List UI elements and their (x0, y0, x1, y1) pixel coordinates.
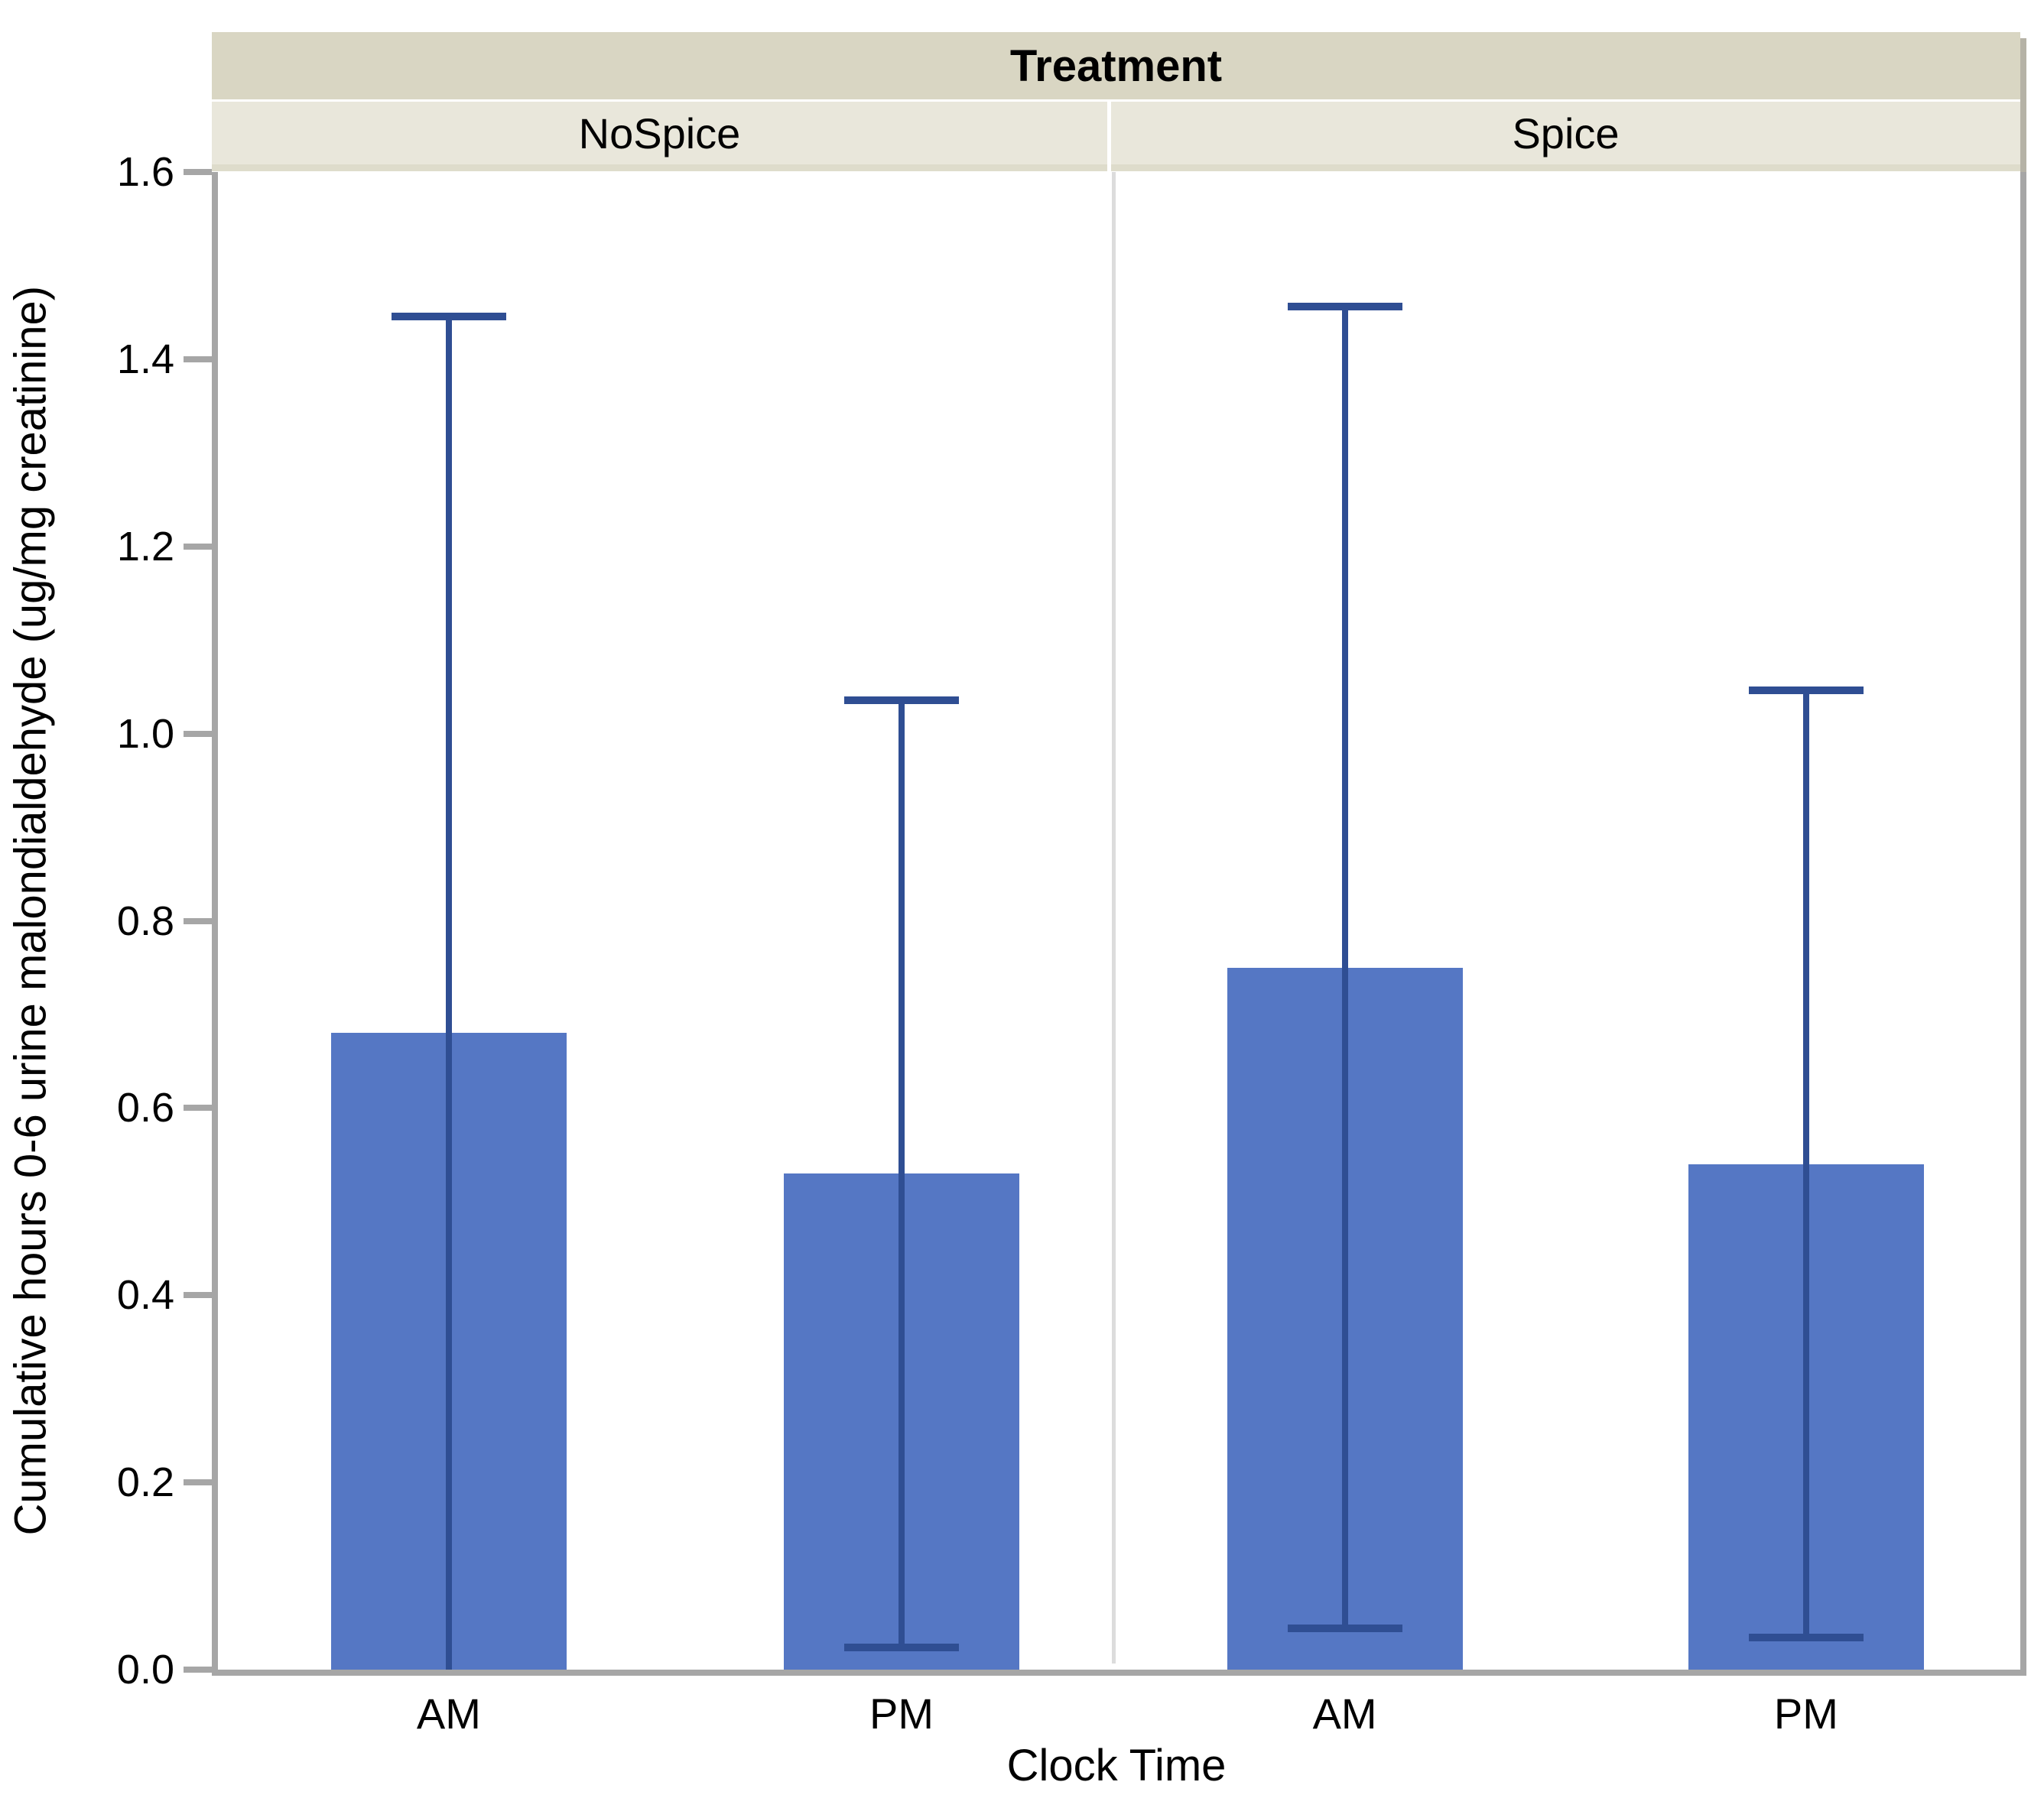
error-bar-Spice-PM (1802, 687, 1809, 1642)
y-tick-mark (184, 1292, 212, 1299)
y-tick-label: 0.0 (116, 1647, 174, 1693)
y-tick-label: 1.4 (116, 336, 174, 382)
panel-band-nospice-label: NoSpice (578, 109, 741, 157)
y-tick-mark (184, 355, 212, 362)
y-tick-label: 0.2 (116, 1459, 174, 1506)
error-cap-lower-Spice-PM (1748, 1634, 1864, 1642)
y-tick-mark (184, 169, 212, 175)
error-bar-Spice-AM (1341, 303, 1348, 1633)
y-axis-title: Cumulative hours 0-6 urine malondialdehy… (5, 285, 56, 1536)
error-cap-lower-Spice-AM (1287, 1625, 1402, 1633)
error-bar-NoSpice-AM (445, 312, 452, 1670)
y-tick-label: 1.6 (116, 149, 174, 195)
y-tick-mark (184, 543, 212, 550)
plot-area (212, 172, 2026, 1676)
treatment-group-band: Treatment (212, 32, 2020, 99)
y-tick-label: 1.2 (116, 523, 174, 570)
band-shadow (2020, 38, 2026, 174)
panel-divider-line (1112, 172, 1116, 1664)
y-tick-mark (184, 1479, 212, 1486)
y-tick-label: 1.0 (116, 710, 174, 757)
error-cap-lower-NoSpice-PM (843, 1643, 959, 1651)
y-tick-mark (184, 917, 212, 924)
x-category-label-Spice-PM: PM (1773, 1690, 1838, 1738)
y-tick-label: 0.4 (116, 1272, 174, 1319)
y-tick-mark (184, 1105, 212, 1112)
y-tick-label: 0.8 (116, 898, 174, 944)
error-cap-upper-NoSpice-PM (843, 696, 959, 704)
x-category-label-Spice-AM: AM (1312, 1690, 1377, 1738)
x-category-label-NoSpice-PM: PM (869, 1690, 934, 1738)
y-tick-mark (184, 730, 212, 737)
error-cap-upper-NoSpice-AM (391, 312, 506, 320)
y-tick-label: 0.6 (116, 1085, 174, 1131)
treatment-band-label: Treatment (1009, 41, 1223, 91)
panel-band-nospice: NoSpice (212, 102, 1107, 171)
error-cap-upper-Spice-PM (1748, 687, 1864, 695)
panel-band-spice-label: Spice (1512, 109, 1620, 157)
error-cap-upper-Spice-AM (1287, 303, 1402, 311)
x-axis-title: Clock Time (1006, 1741, 1227, 1790)
error-bar-NoSpice-PM (898, 696, 905, 1651)
y-tick-mark (184, 1667, 212, 1673)
x-category-label-NoSpice-AM: AM (416, 1690, 481, 1738)
panel-band-spice: Spice (1111, 102, 2020, 171)
